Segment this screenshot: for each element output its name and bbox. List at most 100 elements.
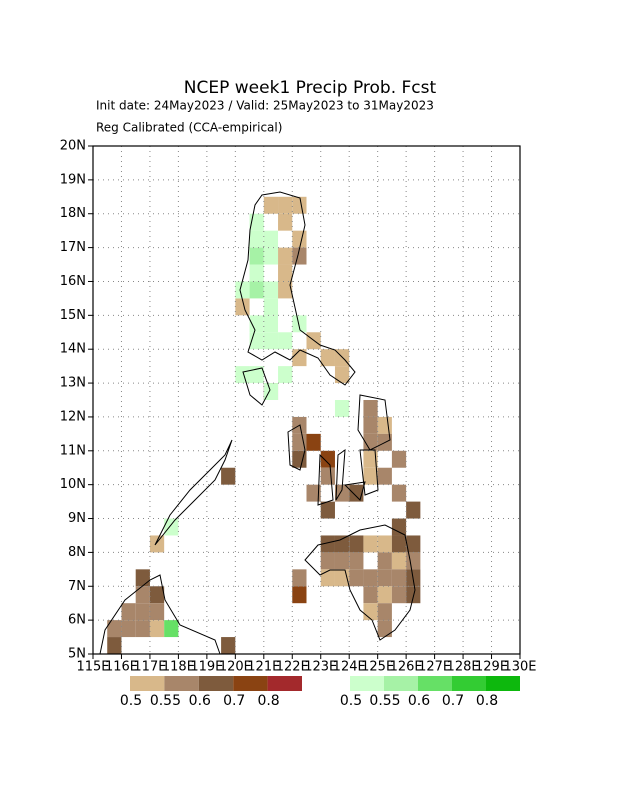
prob-cell (164, 620, 179, 638)
coastline (304, 524, 416, 641)
prob-cell (377, 603, 392, 621)
prob-cell (334, 400, 350, 417)
y-tick-label: 13N (60, 376, 86, 391)
prob-cell (320, 535, 335, 553)
prob-cell (363, 569, 378, 587)
prob-cell (135, 603, 150, 621)
prob-cell (121, 603, 136, 621)
colorbar-label: 0.8 (257, 693, 279, 709)
coastline (99, 574, 221, 655)
colorbar-label: 0.55 (150, 693, 181, 709)
colorbar-swatch (267, 676, 302, 691)
prob-cell (149, 603, 165, 621)
y-tick-label: 12N (60, 409, 86, 424)
prob-cell (391, 518, 407, 536)
prob-cell (334, 552, 350, 570)
prob-cell (278, 247, 293, 265)
prob-cell (349, 535, 364, 553)
prob-cell (363, 400, 378, 417)
colorbar-swatch (452, 676, 486, 691)
prob-cell (263, 315, 279, 333)
prob-cell (334, 535, 350, 553)
prob-cell (406, 535, 421, 553)
prob-cell (292, 247, 307, 265)
prob-cell (320, 467, 335, 485)
colorbar-label: 0.55 (369, 693, 400, 709)
x-tick-label: 123E (304, 660, 337, 675)
x-tick-label: 116E (105, 660, 138, 675)
coastline (317, 453, 334, 506)
colorbar-label: 0.8 (476, 693, 498, 709)
prob-cell (377, 552, 392, 570)
prob-cell (249, 230, 264, 248)
prob-cell (121, 620, 136, 638)
prob-cell (249, 247, 264, 265)
y-tick-label: 16N (60, 274, 86, 289)
prob-cell (249, 213, 264, 231)
prob-cell (235, 366, 250, 384)
y-tick-label: 8N (68, 545, 86, 560)
prob-cell (377, 535, 392, 553)
prob-cell (306, 433, 321, 451)
prob-cell (278, 366, 293, 384)
prob-cell (306, 484, 321, 502)
y-tick-label: 20N (60, 139, 86, 154)
prob-cell (135, 569, 150, 587)
subtitle: Init date: 24May2023 / Valid: 25May2023 … (96, 99, 434, 113)
prob-cell (135, 620, 150, 638)
colorbar-label: 0.7 (223, 693, 245, 709)
prob-cell (406, 501, 421, 519)
prob-cell (363, 603, 378, 621)
prob-cell (377, 416, 392, 434)
prob-cell (221, 637, 236, 654)
colorbar-swatch (233, 676, 268, 691)
y-tick-label: 15N (60, 308, 86, 323)
prob-cell (249, 281, 264, 299)
prob-cell (292, 230, 307, 248)
prob-cell (406, 552, 421, 570)
prob-cell (349, 552, 364, 570)
prob-cell (292, 450, 307, 468)
coastline (335, 448, 346, 501)
prob-cell (292, 569, 307, 587)
prob-cell (391, 484, 407, 502)
coastline (239, 191, 356, 386)
x-tick-label: 128E (447, 660, 480, 675)
prob-cell (263, 247, 279, 265)
prob-cell (320, 552, 335, 570)
y-tick-label: 14N (60, 342, 86, 357)
prob-cell (292, 349, 307, 367)
colorbar-label: 0.6 (408, 693, 430, 709)
y-tick-label: 5N (68, 647, 86, 662)
y-tick-label: 19N (60, 172, 86, 187)
prob-cell (391, 450, 407, 468)
colorbar-swatch (130, 676, 165, 691)
prob-cell (164, 518, 179, 536)
prob-cell (391, 552, 407, 570)
prob-cell (263, 298, 279, 316)
y-tick-label: 18N (60, 206, 86, 221)
y-tick-label: 11N (60, 443, 86, 458)
x-tick-label: 126E (390, 660, 423, 675)
cells (107, 196, 421, 654)
prob-cell (363, 467, 378, 485)
prob-cell (406, 586, 421, 604)
prob-cell (263, 281, 279, 299)
x-tick-label: 121E (247, 660, 280, 675)
prob-cell (377, 569, 392, 587)
prob-cell (107, 620, 122, 638)
prob-cell (107, 637, 122, 654)
coastline (154, 439, 233, 546)
y-tick-label: 17N (60, 240, 86, 255)
title: NCEP week1 Precip Prob. Fcst (184, 78, 437, 98)
prob-cell (263, 230, 279, 248)
coastline (359, 449, 379, 496)
prob-cell (278, 264, 293, 282)
x-tick-label: 130E (503, 660, 536, 675)
prob-cell (149, 620, 165, 638)
x-tick-label: 124E (333, 660, 366, 675)
prob-cell (292, 586, 307, 604)
coastlines (99, 191, 416, 655)
y-tick-label: 7N (68, 579, 86, 594)
